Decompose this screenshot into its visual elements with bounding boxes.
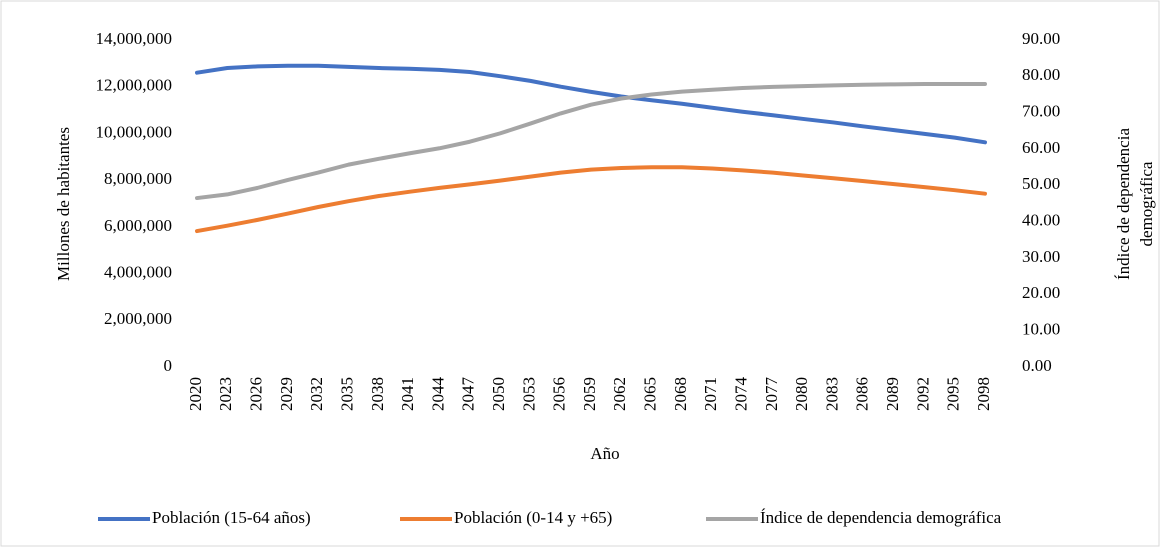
- y2-tick-label: 20.00: [1022, 283, 1060, 302]
- y2-tick-label: 80.00: [1022, 65, 1060, 84]
- y2-axis-title: demográfica: [1137, 161, 1156, 246]
- x-tick-label: 2020: [186, 377, 205, 411]
- x-tick-label: 2023: [216, 377, 235, 411]
- y-tick-label: 4,000,000: [104, 262, 172, 281]
- y2-tick-label: 40.00: [1022, 211, 1060, 230]
- legend-label: Índice de dependencia demográfica: [760, 508, 1002, 527]
- series-line: [195, 165, 987, 234]
- x-tick-label: 2095: [944, 377, 963, 411]
- x-tick-label: 2053: [519, 377, 538, 411]
- x-tick-label: 2038: [368, 377, 387, 411]
- x-tick-label: 2035: [337, 377, 356, 411]
- y2-axis-title: Índice de dependencia: [1114, 128, 1133, 280]
- x-tick-label: 2074: [731, 377, 750, 412]
- x-tick-label: 2047: [459, 377, 478, 412]
- y2-tick-label: 50.00: [1022, 174, 1060, 193]
- x-tick-label: 2062: [610, 377, 629, 411]
- x-tick-label: 2026: [247, 377, 266, 411]
- x-tick-label: 2065: [641, 377, 660, 411]
- y2-tick-label: 10.00: [1022, 320, 1060, 339]
- y-tick-label: 14,000,000: [96, 29, 173, 48]
- legend-label: Población (0-14 y +65): [454, 508, 612, 527]
- x-tick-label: 2044: [428, 377, 447, 412]
- y-tick-label: 2,000,000: [104, 309, 172, 328]
- y-tick-label: 8,000,000: [104, 169, 172, 188]
- x-tick-label: 2098: [974, 377, 993, 411]
- y-tick-label: 0: [164, 356, 173, 375]
- y-tick-label: 12,000,000: [96, 76, 173, 95]
- x-tick-label: 2032: [307, 377, 326, 411]
- y-tick-label: 10,000,000: [96, 122, 173, 141]
- y2-tick-label: 70.00: [1022, 102, 1060, 121]
- legend-label: Población (15-64 años): [152, 508, 311, 527]
- x-tick-label: 2071: [701, 377, 720, 411]
- x-tick-label: 2086: [853, 377, 872, 411]
- y-tick-label: 6,000,000: [104, 216, 172, 235]
- x-tick-label: 2056: [550, 377, 569, 411]
- y2-tick-label: 0.00: [1022, 356, 1052, 375]
- x-tick-label: 2092: [913, 377, 932, 411]
- x-tick-label: 2029: [277, 377, 296, 411]
- y-axis-title: Millones de habitantes: [54, 127, 73, 281]
- y2-tick-label: 90.00: [1022, 29, 1060, 48]
- x-tick-label: 2083: [822, 377, 841, 411]
- x-tick-label: 2041: [398, 377, 417, 411]
- x-tick-label: 2077: [762, 377, 781, 412]
- y2-tick-label: 30.00: [1022, 247, 1060, 266]
- x-axis-title: Año: [590, 444, 619, 463]
- series-line: [195, 63, 987, 145]
- series-line: [195, 81, 987, 201]
- y2-tick-label: 60.00: [1022, 138, 1060, 157]
- x-tick-label: 2059: [580, 377, 599, 411]
- x-tick-label: 2050: [489, 377, 508, 411]
- x-tick-label: 2080: [792, 377, 811, 411]
- x-tick-label: 2089: [883, 377, 902, 411]
- x-tick-label: 2068: [671, 377, 690, 411]
